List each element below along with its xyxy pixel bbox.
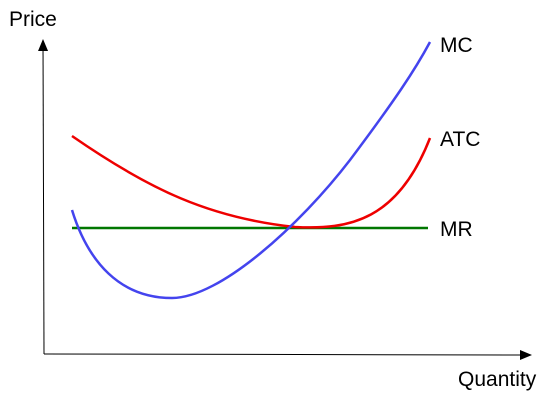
x-axis: [43, 349, 532, 360]
atc-curve: [71, 134, 432, 229]
mr-label: MR: [440, 218, 473, 241]
x-axis-label: Quantity: [458, 368, 537, 391]
mc-curve: [70, 41, 432, 300]
atc-label: ATC: [440, 128, 480, 151]
y-axis-label: Price: [9, 8, 57, 31]
y-axis: [38, 39, 49, 355]
mc-label: MC: [440, 34, 473, 57]
